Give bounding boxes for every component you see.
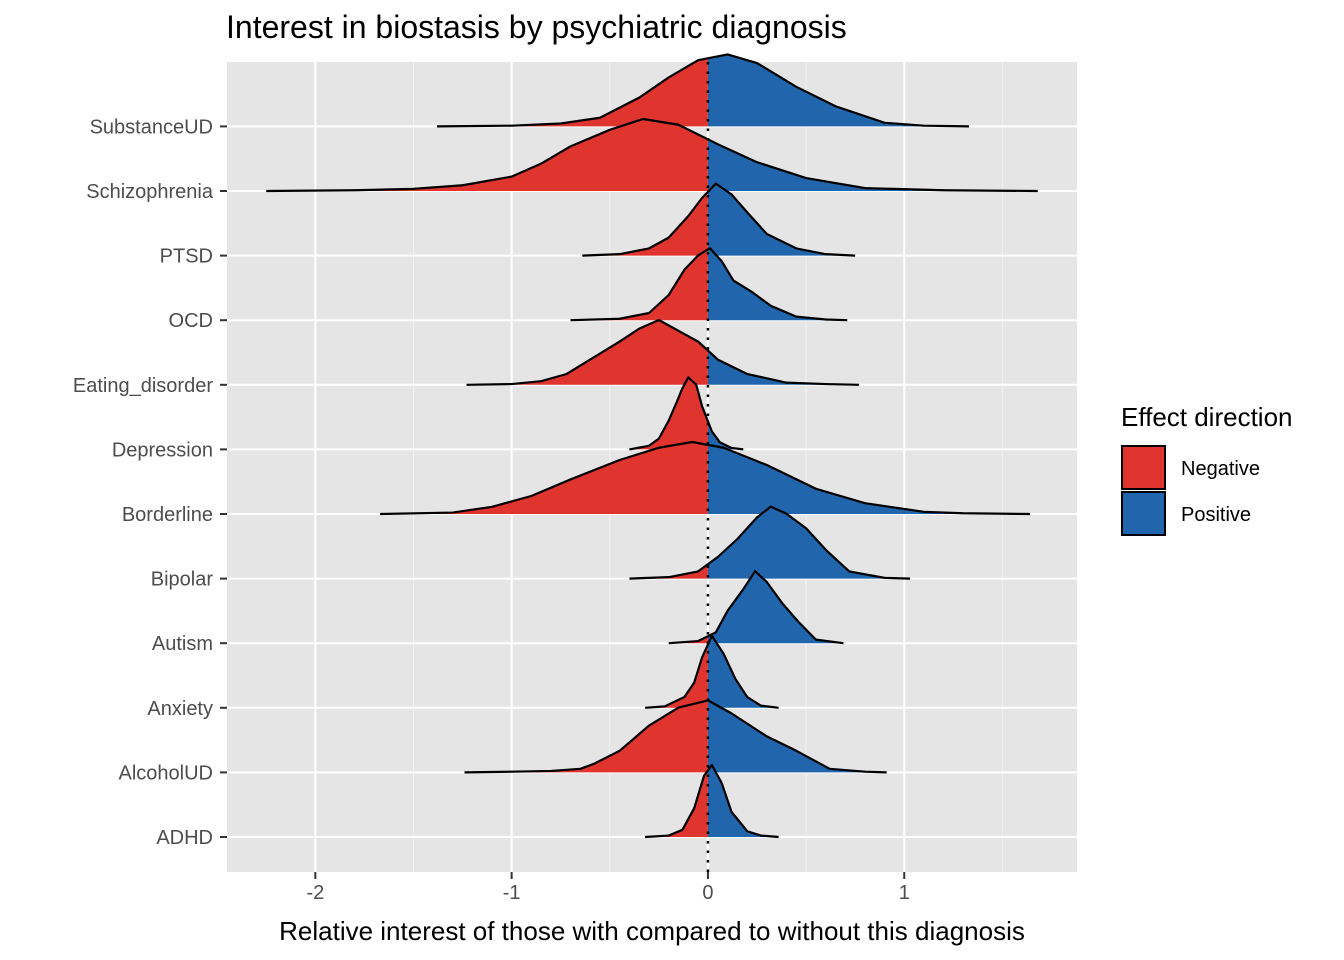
ridge-negative-area bbox=[645, 644, 708, 708]
ridge-outline bbox=[266, 117, 1038, 193]
ridge-borderline bbox=[380, 440, 1030, 516]
ridge-outline bbox=[464, 699, 887, 774]
x-tick-label: -2 bbox=[306, 882, 324, 904]
ridge-positive-area bbox=[707, 421, 744, 450]
ridge-depression bbox=[629, 376, 744, 451]
y-tick-label: OCD bbox=[169, 310, 213, 332]
ridge-positive-area bbox=[707, 635, 779, 708]
ridge-negative-area bbox=[437, 58, 708, 127]
ridge-bipolar bbox=[629, 505, 911, 580]
legend-label-negative: Negative bbox=[1181, 458, 1260, 480]
y-tick-label: Anxiety bbox=[147, 698, 213, 720]
ridge-outline bbox=[629, 505, 911, 580]
ridge-outline bbox=[629, 376, 744, 451]
ridge-outline bbox=[582, 182, 856, 257]
legend-title: Effect direction bbox=[1121, 402, 1293, 432]
x-axis-title: Relative interest of those with compared… bbox=[279, 916, 1025, 946]
y-tick-label: PTSD bbox=[160, 246, 213, 268]
ridge-negative-area bbox=[629, 377, 708, 450]
ridge-positive-area bbox=[707, 506, 911, 579]
x-tick-label: -1 bbox=[503, 882, 521, 904]
ridge-negative-area bbox=[645, 770, 708, 837]
ridge-positive-area bbox=[707, 765, 779, 837]
ridge-positive-area bbox=[707, 350, 860, 385]
ridge-alcoholud bbox=[464, 699, 887, 774]
ridge-positive-area bbox=[707, 183, 856, 256]
y-tick-label: Eating_disorder bbox=[73, 375, 213, 397]
legend-swatch-negative bbox=[1121, 445, 1166, 490]
y-tick-label: Schizophrenia bbox=[86, 181, 214, 203]
y-tick-label: Autism bbox=[152, 633, 213, 655]
ridge-positive-area bbox=[707, 139, 1038, 191]
ridge-negative-area bbox=[570, 249, 708, 321]
ridge-ocd bbox=[570, 247, 848, 322]
ridge-outline bbox=[668, 570, 844, 645]
y-tick-label: AlcoholUD bbox=[119, 762, 213, 784]
ridge-ptsd bbox=[582, 182, 856, 257]
ridge-outline bbox=[570, 247, 848, 322]
y-tick-label: Borderline bbox=[122, 504, 213, 526]
ridge-outline bbox=[466, 318, 860, 386]
ridge-positive-area bbox=[707, 444, 1030, 514]
ridge-outline bbox=[645, 634, 779, 709]
ridge-anxiety bbox=[645, 634, 779, 709]
y-tick-label: Depression bbox=[112, 439, 213, 461]
ridge-negative-area bbox=[466, 320, 708, 385]
legend-label-positive: Positive bbox=[1181, 504, 1251, 526]
ridge-positive-area bbox=[707, 700, 887, 773]
x-axis: -2 -1 0 1 bbox=[306, 872, 910, 904]
ridge-positive-area bbox=[707, 248, 848, 321]
ridge-negative-area bbox=[629, 564, 708, 579]
ridge-negative-area bbox=[582, 191, 708, 256]
ridge-negative-area bbox=[464, 700, 708, 773]
chart-title: Interest in biostasis by psychiatric dia… bbox=[226, 9, 847, 45]
legend: Effect direction Negative Positive bbox=[1121, 402, 1293, 536]
y-tick-label: ADHD bbox=[156, 827, 213, 849]
ridge-substanceud bbox=[437, 53, 970, 128]
ridge-negative-area bbox=[380, 442, 708, 514]
ridge-outline bbox=[380, 440, 1030, 516]
ridge-schizophrenia bbox=[266, 117, 1038, 193]
ridge-outline bbox=[645, 763, 779, 839]
ridge-autism bbox=[668, 570, 844, 645]
ridge-negative-area bbox=[266, 119, 708, 191]
y-tick-label: Bipolar bbox=[151, 569, 214, 591]
legend-swatch-positive bbox=[1121, 491, 1166, 536]
x-tick-label: 1 bbox=[899, 882, 910, 904]
y-axis: ADHD AlcoholUD Anxiety Autism Bipolar Borderl… bbox=[73, 116, 227, 849]
ridge-positive-area bbox=[707, 571, 844, 644]
ridge-positive-area bbox=[707, 54, 970, 127]
y-tick-label: SubstanceUD bbox=[90, 116, 213, 138]
ridge-adhd bbox=[645, 763, 779, 839]
x-tick-label: 0 bbox=[702, 882, 713, 904]
ridge-eating_disorder bbox=[466, 318, 860, 386]
ridges bbox=[266, 53, 1038, 839]
ridge-outline bbox=[437, 53, 970, 128]
